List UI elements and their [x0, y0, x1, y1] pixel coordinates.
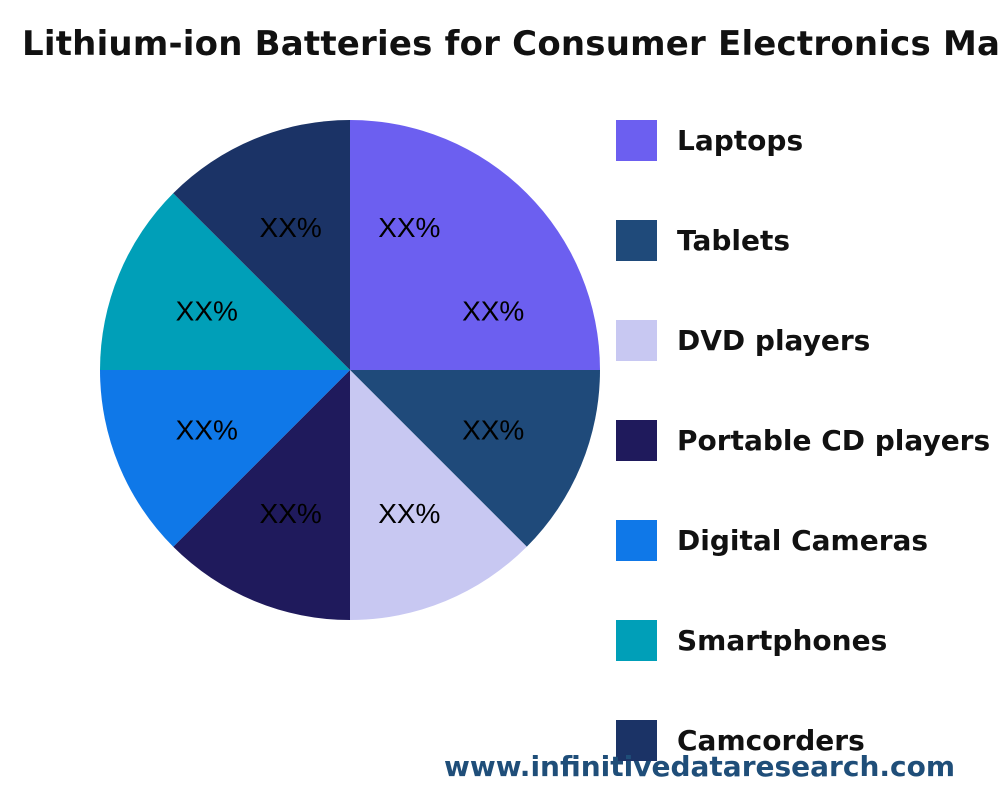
watermark: www.infinitivedataresearch.com: [444, 750, 956, 783]
legend-label-smartphones: Smartphones: [677, 624, 887, 657]
pie-slice-smartphones: [100, 193, 350, 370]
legend-swatch-dvd-players: [616, 320, 657, 361]
legend-label-camcorders: Camcorders: [677, 724, 865, 757]
slice-label-portable-cd-players: XX%: [260, 498, 322, 529]
pie-slice-dvd-players: [350, 370, 527, 620]
slice-label-dvd-players: XX%: [378, 498, 440, 529]
legend-label-portable-cd-players: Portable CD players: [677, 424, 990, 457]
legend: Laptops Tablets DVD players Portable CD pla…: [616, 120, 990, 761]
slice-label-camcorders: XX%: [260, 212, 322, 243]
slice-label-digital-cameras: XX%: [176, 414, 238, 445]
legend-swatch-tablets: [616, 220, 657, 261]
legend-swatch-smartphones: [616, 620, 657, 661]
chart-title: Lithium-ion Batteries for Consumer Elect…: [22, 24, 1000, 64]
pie-slice-laptops: [350, 120, 600, 370]
slice-label-laptops: XX%: [462, 296, 524, 327]
slice-label-smartphones: XX%: [176, 296, 238, 327]
legend-label-dvd-players: DVD players: [677, 324, 870, 357]
legend-swatch-portable-cd-players: [616, 420, 657, 461]
pie-slice-labels: XX% XX% XX% XX% XX% XX% XX% XX%: [176, 212, 525, 529]
pie-slice-camcorders: [173, 120, 350, 370]
legend-label-tablets: Tablets: [677, 224, 790, 257]
pie-slice-portable-cd-players: [173, 370, 350, 620]
legend-label-digital-cameras: Digital Cameras: [677, 524, 928, 557]
pie-slices: [100, 120, 600, 620]
pie-slice-tablets: [350, 370, 600, 547]
legend-swatch-digital-cameras: [616, 520, 657, 561]
slice-label-tablets: XX%: [462, 414, 524, 445]
pie-slice-digital-cameras: [100, 370, 350, 547]
slice-label-laptops: XX%: [378, 212, 440, 243]
legend-label-laptops: Laptops: [677, 124, 803, 157]
legend-swatch-camcorders: [616, 720, 657, 761]
legend-swatch-laptops: [616, 120, 657, 161]
